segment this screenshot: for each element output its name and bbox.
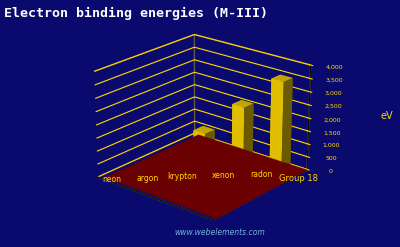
Text: www.webelements.com: www.webelements.com <box>175 228 265 237</box>
Text: Electron binding energies (M-III): Electron binding energies (M-III) <box>4 7 268 21</box>
